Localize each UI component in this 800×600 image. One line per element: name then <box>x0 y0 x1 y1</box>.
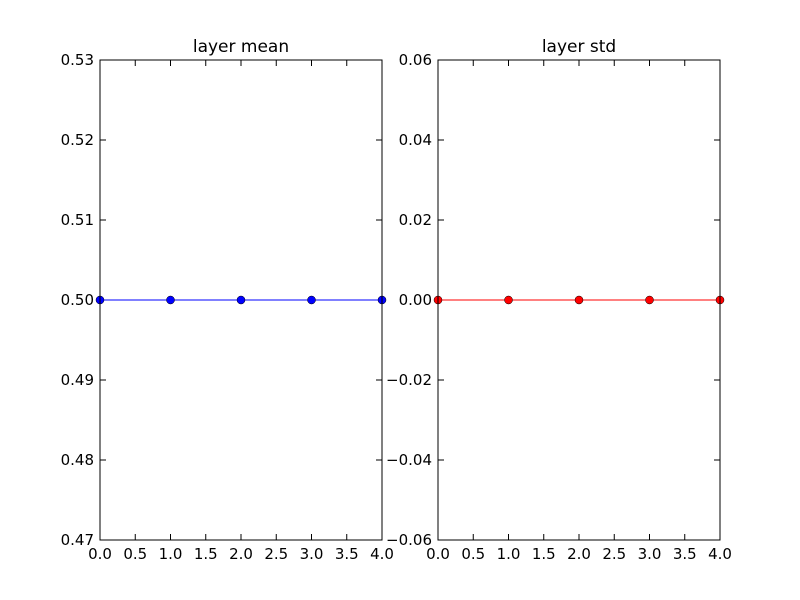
axes-frame <box>99 59 383 541</box>
data-point <box>645 295 654 305</box>
data-point <box>574 295 584 305</box>
x-tick-label: 0.5 <box>461 545 485 563</box>
x-tick-label: 3.0 <box>300 545 324 563</box>
x-tick-label: 3.5 <box>673 545 697 563</box>
y-tick-label: 0.48 <box>61 451 94 469</box>
y-tick-label: −0.06 <box>386 531 432 549</box>
data-point <box>504 295 513 305</box>
data-point <box>307 295 316 305</box>
y-tick-label: 0.49 <box>61 371 94 389</box>
x-tick-label: 2.5 <box>602 545 626 563</box>
y-tick-label: −0.04 <box>386 451 432 469</box>
x-tick-label: 1.0 <box>497 545 521 563</box>
x-tick-label: 1.5 <box>532 545 556 563</box>
y-tick-label: 0.00 <box>399 291 432 309</box>
y-tick-label: 0.50 <box>61 291 94 309</box>
y-tick-label: 0.47 <box>61 531 94 549</box>
x-tick-label: 0.0 <box>88 545 112 563</box>
y-tick-label: −0.02 <box>386 371 432 389</box>
y-tick-label: 0.02 <box>399 211 432 229</box>
y-tick-label: 0.04 <box>399 131 432 149</box>
y-tick-label: 0.06 <box>399 51 432 69</box>
x-tick-label: 4.0 <box>370 545 394 563</box>
x-tick-label: 0.0 <box>426 545 450 563</box>
x-tick-label: 2.0 <box>567 545 591 563</box>
x-tick-label: 3.0 <box>638 545 662 563</box>
x-tick-label: 4.0 <box>708 545 732 563</box>
axes-frame <box>437 59 721 541</box>
x-tick-label: 3.5 <box>335 545 359 563</box>
x-tick-label: 1.5 <box>194 545 218 563</box>
x-tick-label: 1.0 <box>159 545 183 563</box>
chart-title: layer std <box>542 37 616 57</box>
data-point <box>166 295 175 305</box>
chart-title: layer mean <box>193 37 289 57</box>
y-tick-label: 0.51 <box>61 211 94 229</box>
x-tick-label: 2.0 <box>229 545 253 563</box>
y-tick-label: 0.53 <box>61 51 94 69</box>
x-tick-label: 0.5 <box>123 545 147 563</box>
y-tick-label: 0.52 <box>61 131 94 149</box>
data-point <box>236 295 246 305</box>
x-tick-label: 2.5 <box>264 545 288 563</box>
